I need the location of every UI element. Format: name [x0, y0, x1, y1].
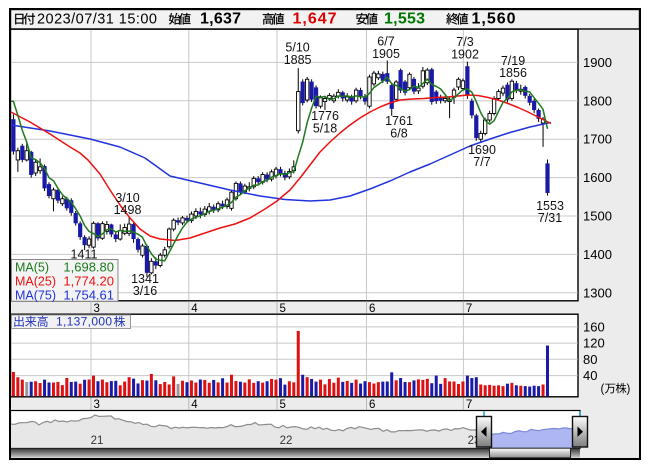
svg-text:1,637: 1,637 — [200, 11, 241, 28]
svg-text:1885: 1885 — [284, 53, 312, 67]
svg-text:4: 4 — [191, 303, 198, 315]
svg-text:6: 6 — [369, 303, 375, 315]
svg-text:1902: 1902 — [451, 48, 479, 62]
svg-text:1761: 1761 — [385, 114, 413, 128]
svg-text:1,553: 1,553 — [384, 11, 425, 28]
svg-text:6/8: 6/8 — [390, 127, 407, 141]
svg-text:5/10: 5/10 — [285, 41, 309, 55]
svg-text:1,754.61: 1,754.61 — [63, 288, 114, 303]
svg-text:5: 5 — [280, 399, 286, 411]
svg-text:1300: 1300 — [583, 285, 612, 300]
svg-text:1,774.20: 1,774.20 — [63, 274, 114, 289]
svg-text:1,647: 1,647 — [293, 11, 337, 28]
svg-text:1,560: 1,560 — [472, 11, 516, 28]
svg-text:1498: 1498 — [114, 203, 142, 217]
svg-text:3/16: 3/16 — [133, 284, 157, 298]
svg-text:2023/07/31 15:00: 2023/07/31 15:00 — [37, 12, 157, 28]
svg-text:5: 5 — [280, 303, 286, 315]
svg-text:5/18: 5/18 — [313, 122, 337, 136]
svg-text:7: 7 — [466, 399, 472, 411]
svg-text:7/3: 7/3 — [456, 35, 473, 49]
svg-text:MA(5): MA(5) — [15, 261, 49, 275]
svg-text:1900: 1900 — [583, 55, 612, 70]
svg-text:1553: 1553 — [536, 199, 564, 213]
svg-text:22: 22 — [280, 435, 293, 447]
svg-text:7/7: 7/7 — [473, 155, 490, 169]
svg-text:1341: 1341 — [131, 272, 159, 286]
svg-text:40: 40 — [583, 368, 597, 383]
svg-text:1800: 1800 — [583, 93, 612, 108]
svg-text:1905: 1905 — [372, 47, 400, 61]
svg-text:1856: 1856 — [499, 66, 527, 80]
svg-text:1500: 1500 — [583, 209, 612, 224]
svg-text:1,698.80: 1,698.80 — [63, 260, 114, 275]
svg-text:4: 4 — [191, 399, 198, 411]
svg-text:): ) — [627, 384, 631, 396]
svg-text:(: ( — [601, 384, 605, 396]
svg-text:120: 120 — [583, 336, 605, 351]
svg-text:1776: 1776 — [311, 109, 339, 123]
svg-text:MA(25): MA(25) — [15, 275, 56, 289]
svg-text:1411: 1411 — [71, 248, 98, 262]
svg-text:160: 160 — [583, 319, 605, 334]
svg-text:7/19: 7/19 — [501, 54, 525, 68]
svg-text:21: 21 — [91, 435, 104, 447]
svg-text:1600: 1600 — [583, 170, 612, 185]
svg-text:1700: 1700 — [583, 132, 612, 147]
svg-text:6: 6 — [369, 399, 375, 411]
svg-text:80: 80 — [583, 352, 597, 367]
svg-text:3: 3 — [94, 303, 100, 315]
svg-text:7: 7 — [466, 303, 472, 315]
svg-text:1,137,000: 1,137,000 — [56, 315, 112, 329]
svg-text:1690: 1690 — [468, 143, 496, 157]
svg-text:1400: 1400 — [583, 247, 612, 262]
svg-text:6/7: 6/7 — [377, 35, 394, 49]
svg-text:7/31: 7/31 — [538, 211, 562, 225]
svg-text:3: 3 — [94, 399, 100, 411]
svg-text:3/10: 3/10 — [115, 191, 139, 205]
svg-text:MA(75): MA(75) — [15, 289, 56, 303]
